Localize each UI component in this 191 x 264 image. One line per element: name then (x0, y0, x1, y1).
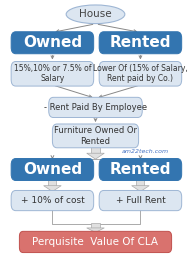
Polygon shape (48, 158, 57, 159)
Polygon shape (48, 179, 57, 186)
FancyBboxPatch shape (11, 62, 94, 86)
Text: Rented: Rented (110, 162, 171, 177)
Text: Furniture Owned Or
Rented: Furniture Owned Or Rented (54, 126, 137, 145)
FancyBboxPatch shape (11, 190, 94, 211)
FancyBboxPatch shape (19, 231, 172, 253)
Polygon shape (91, 147, 100, 153)
Text: 15%,10% or 7.5% of
Salary: 15%,10% or 7.5% of Salary (14, 64, 91, 83)
Polygon shape (136, 158, 144, 159)
Polygon shape (91, 223, 100, 228)
FancyBboxPatch shape (99, 190, 182, 211)
Text: Perquisite  Value Of CLA: Perquisite Value Of CLA (32, 237, 159, 247)
Text: Owned: Owned (23, 35, 82, 50)
Polygon shape (132, 186, 149, 191)
FancyBboxPatch shape (11, 32, 94, 54)
Polygon shape (87, 153, 104, 159)
Text: House: House (79, 9, 112, 19)
Polygon shape (87, 228, 104, 232)
Text: Lower Of (15% of Salary,
Rent paid by Co.): Lower Of (15% of Salary, Rent paid by Co… (93, 64, 188, 83)
FancyBboxPatch shape (99, 32, 182, 54)
FancyBboxPatch shape (99, 62, 182, 86)
Polygon shape (132, 159, 149, 160)
FancyBboxPatch shape (49, 97, 142, 117)
FancyBboxPatch shape (99, 158, 182, 181)
Text: Rented: Rented (110, 35, 171, 50)
Text: + 10% of cost: + 10% of cost (21, 196, 84, 205)
FancyBboxPatch shape (52, 124, 139, 148)
Text: am22tech.com: am22tech.com (121, 149, 169, 154)
Ellipse shape (66, 5, 125, 23)
Polygon shape (136, 179, 144, 186)
Text: + Full Rent: + Full Rent (116, 196, 165, 205)
Text: Owned: Owned (23, 162, 82, 177)
FancyBboxPatch shape (11, 158, 94, 181)
Polygon shape (44, 159, 61, 160)
Polygon shape (44, 186, 61, 191)
Text: - Rent Paid By Employee: - Rent Paid By Employee (44, 103, 147, 112)
